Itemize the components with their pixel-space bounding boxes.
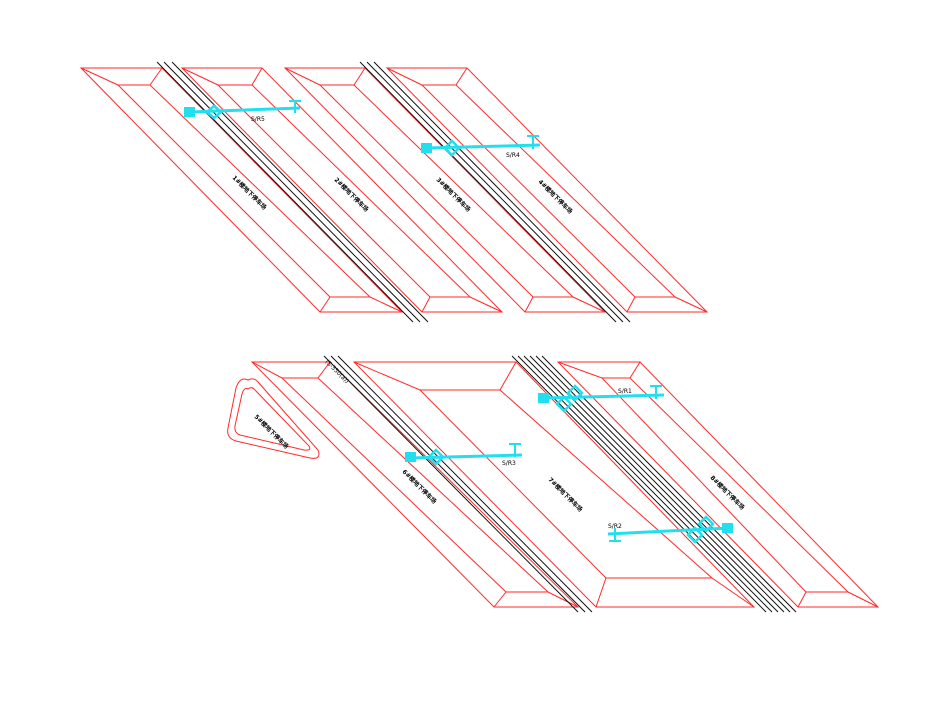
pipe-sr5 <box>184 100 301 120</box>
top-plot-4 <box>385 67 709 313</box>
pipe-sr3 <box>405 443 523 466</box>
pipe-label-sr3: S/R3 <box>502 460 516 467</box>
pipe-label-sr1: S/R1 <box>618 388 632 395</box>
bottom-triangle-plot <box>227 378 320 459</box>
plot-label-top-1: 1#楼地下停车场 <box>231 174 269 212</box>
pipe-sr4 <box>421 135 541 157</box>
bottom-road-1 <box>323 355 593 613</box>
plot-label-bottom-1: 6#楼地下停车场 <box>401 468 439 506</box>
top-plot-2 <box>180 67 504 313</box>
top-road-2 <box>359 61 631 323</box>
pipe-sr1 <box>538 384 665 413</box>
top-plot-3 <box>283 67 607 313</box>
pipe-label-sr5: S/R5 <box>251 116 265 123</box>
bottom-plot-1 <box>250 361 580 608</box>
plot-label-bottom-2: 7#楼地下停车场 <box>547 476 585 514</box>
pipe-label-sr4: S/R4 <box>506 152 520 159</box>
bottom-plot-3 <box>556 361 880 608</box>
pipe-label-sr2: S/R2 <box>608 523 622 530</box>
pipe-sr2 <box>607 515 733 544</box>
plot-label-bottom-triangle: 5#楼地下停车场 <box>253 413 291 451</box>
plot-label-bottom-3: 8#楼地下停车场 <box>709 474 747 512</box>
bottom-plot-2 <box>352 361 756 608</box>
top-plot-1 <box>79 67 404 313</box>
plot-label-top-4: 4#楼地下停车场 <box>537 178 575 216</box>
